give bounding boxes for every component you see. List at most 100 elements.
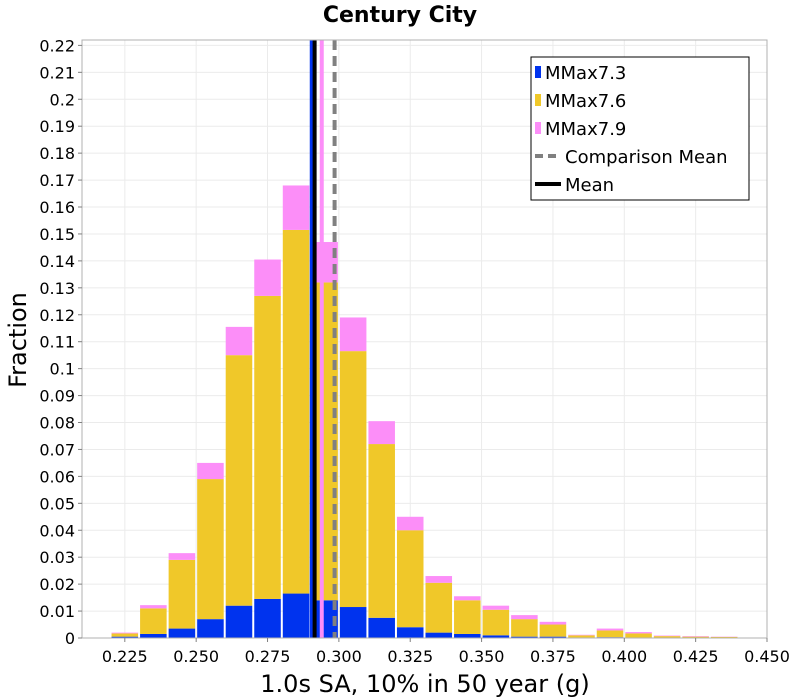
bar-mmax7-9	[225, 326, 253, 356]
y-tick-label: 0.07	[39, 440, 75, 459]
y-tick-label: 0.06	[39, 467, 75, 486]
bar-mmax7-3	[368, 617, 395, 638]
x-tick-label: 0.375	[530, 647, 576, 666]
bar-mmax7-6	[710, 636, 738, 638]
x-axis-ticks: 0.225 0.250 0.275 0.300 0.325 0.350 0.375 0.400…	[102, 638, 790, 666]
y-tick-label: 0	[65, 629, 75, 648]
bar-mmax7-9	[511, 615, 538, 620]
y-tick-label: 0.01	[39, 602, 75, 621]
x-tick-label: 0.325	[387, 647, 433, 666]
bar-mmax7-3	[454, 633, 481, 638]
bars	[111, 185, 738, 638]
bar-mmax7-6	[339, 351, 367, 608]
legend-label: MMax7.9	[545, 119, 626, 140]
y-tick-label: 0.15	[39, 225, 75, 244]
bar-mmax7-9	[140, 605, 167, 609]
bar-mmax7-6	[396, 530, 424, 628]
bar-mmax7-3	[482, 635, 510, 638]
bar-mmax7-9	[682, 636, 709, 637]
grid	[82, 40, 768, 639]
legend-swatch	[535, 122, 541, 134]
bar-mmax7-9	[282, 185, 310, 230]
y-tick-label: 0.18	[39, 144, 75, 163]
bar-mmax7-3	[168, 628, 196, 638]
x-tick-label: 0.300	[316, 647, 362, 666]
bar-mmax7-6	[539, 624, 567, 637]
x-tick-label: 0.425	[673, 647, 719, 666]
y-tick-label: 0.21	[39, 63, 75, 82]
bar-mmax7-3	[539, 636, 567, 638]
bar-mmax7-3	[111, 636, 139, 638]
x-axis-label: 1.0s SA, 10% in 50 year (g)	[260, 670, 589, 698]
y-tick-label: 0.13	[39, 279, 75, 298]
bar-mmax7-3	[511, 636, 538, 638]
bar-mmax7-9	[197, 462, 224, 480]
bar-mmax7-6	[254, 295, 281, 599]
bar-mmax7-6	[511, 619, 538, 637]
bar-mmax7-9	[653, 635, 681, 637]
y-axis-label: Fraction	[4, 292, 32, 388]
y-axis-ticks: 0 0.01 0.02 0.03 0.04 0.05 0.06 0.07 0.08 0.09 0.1…	[39, 36, 82, 648]
bar-mmax7-6	[197, 479, 224, 620]
bar-mmax7-9	[254, 259, 281, 296]
bar-mmax7-6	[482, 609, 510, 636]
bar-mmax7-6	[682, 636, 709, 638]
legend-label: MMax7.6	[545, 91, 626, 112]
y-tick-label: 0.2	[50, 90, 75, 109]
bar-mmax7-6	[653, 636, 681, 638]
bar-mmax7-9	[596, 628, 624, 631]
bar-mmax7-6	[625, 633, 652, 638]
bar-mmax7-6	[368, 444, 395, 618]
x-tick-label: 0.225	[102, 647, 148, 666]
bar-mmax7-9	[454, 596, 481, 601]
y-tick-label: 0.04	[39, 521, 75, 540]
bar-mmax7-6	[568, 635, 595, 638]
legend: MMax7.3 MMax7.6 MMax7.9 Comparison Mean Mean	[530, 56, 750, 201]
bar-mmax7-3	[282, 593, 310, 638]
y-tick-label: 0.03	[39, 548, 75, 567]
bar-mmax7-3	[225, 605, 253, 638]
bar-mmax7-6	[168, 559, 196, 629]
plot-area	[81, 39, 768, 639]
bar-mmax7-9	[368, 421, 395, 445]
mean-lines	[309, 40, 337, 638]
bar-mmax7-6	[454, 600, 481, 634]
bar-mmax7-6	[425, 582, 453, 633]
legend-label: Comparison Mean	[565, 147, 728, 168]
y-tick-label: 0.11	[39, 333, 75, 352]
bar-mmax7-9	[111, 632, 139, 634]
bar-mmax7-3	[396, 627, 424, 638]
bar-mmax7-6	[282, 229, 310, 594]
x-tick-label: 0.275	[245, 647, 291, 666]
bar-mmax7-9	[425, 576, 453, 583]
bar-mmax7-6	[596, 630, 624, 638]
y-tick-label: 0.09	[39, 387, 75, 406]
bar-mmax7-3	[339, 607, 367, 638]
bar-mmax7-9	[568, 634, 595, 636]
legend-box	[530, 56, 750, 201]
bar-mmax7-9	[396, 516, 424, 531]
bar-mmax7-9	[339, 317, 367, 352]
bar-mmax7-6	[225, 355, 253, 606]
bar-mmax7-6	[111, 633, 139, 637]
y-tick-label: 0.12	[39, 306, 75, 325]
y-tick-label: 0.22	[39, 36, 75, 55]
bar-mmax7-9	[539, 621, 567, 625]
legend-swatch	[535, 66, 541, 78]
bar-mmax7-9	[625, 632, 652, 634]
bar-mmax7-9	[482, 605, 510, 610]
bar-mmax7-3	[197, 619, 224, 638]
x-tick-label: 0.400	[601, 647, 647, 666]
y-tick-label: 0.14	[39, 252, 75, 271]
bar-mmax7-3	[140, 633, 167, 638]
legend-label: Mean	[565, 175, 614, 196]
y-tick-label: 0.08	[39, 414, 75, 433]
bar-mmax7-3	[254, 598, 281, 638]
x-tick-label: 0.350	[459, 647, 505, 666]
y-tick-label: 0.19	[39, 117, 75, 136]
x-tick-label: 0.450	[744, 647, 790, 666]
bar-mmax7-6	[140, 608, 167, 634]
y-tick-label: 0.05	[39, 494, 75, 513]
chart-title: Century City	[323, 3, 477, 28]
